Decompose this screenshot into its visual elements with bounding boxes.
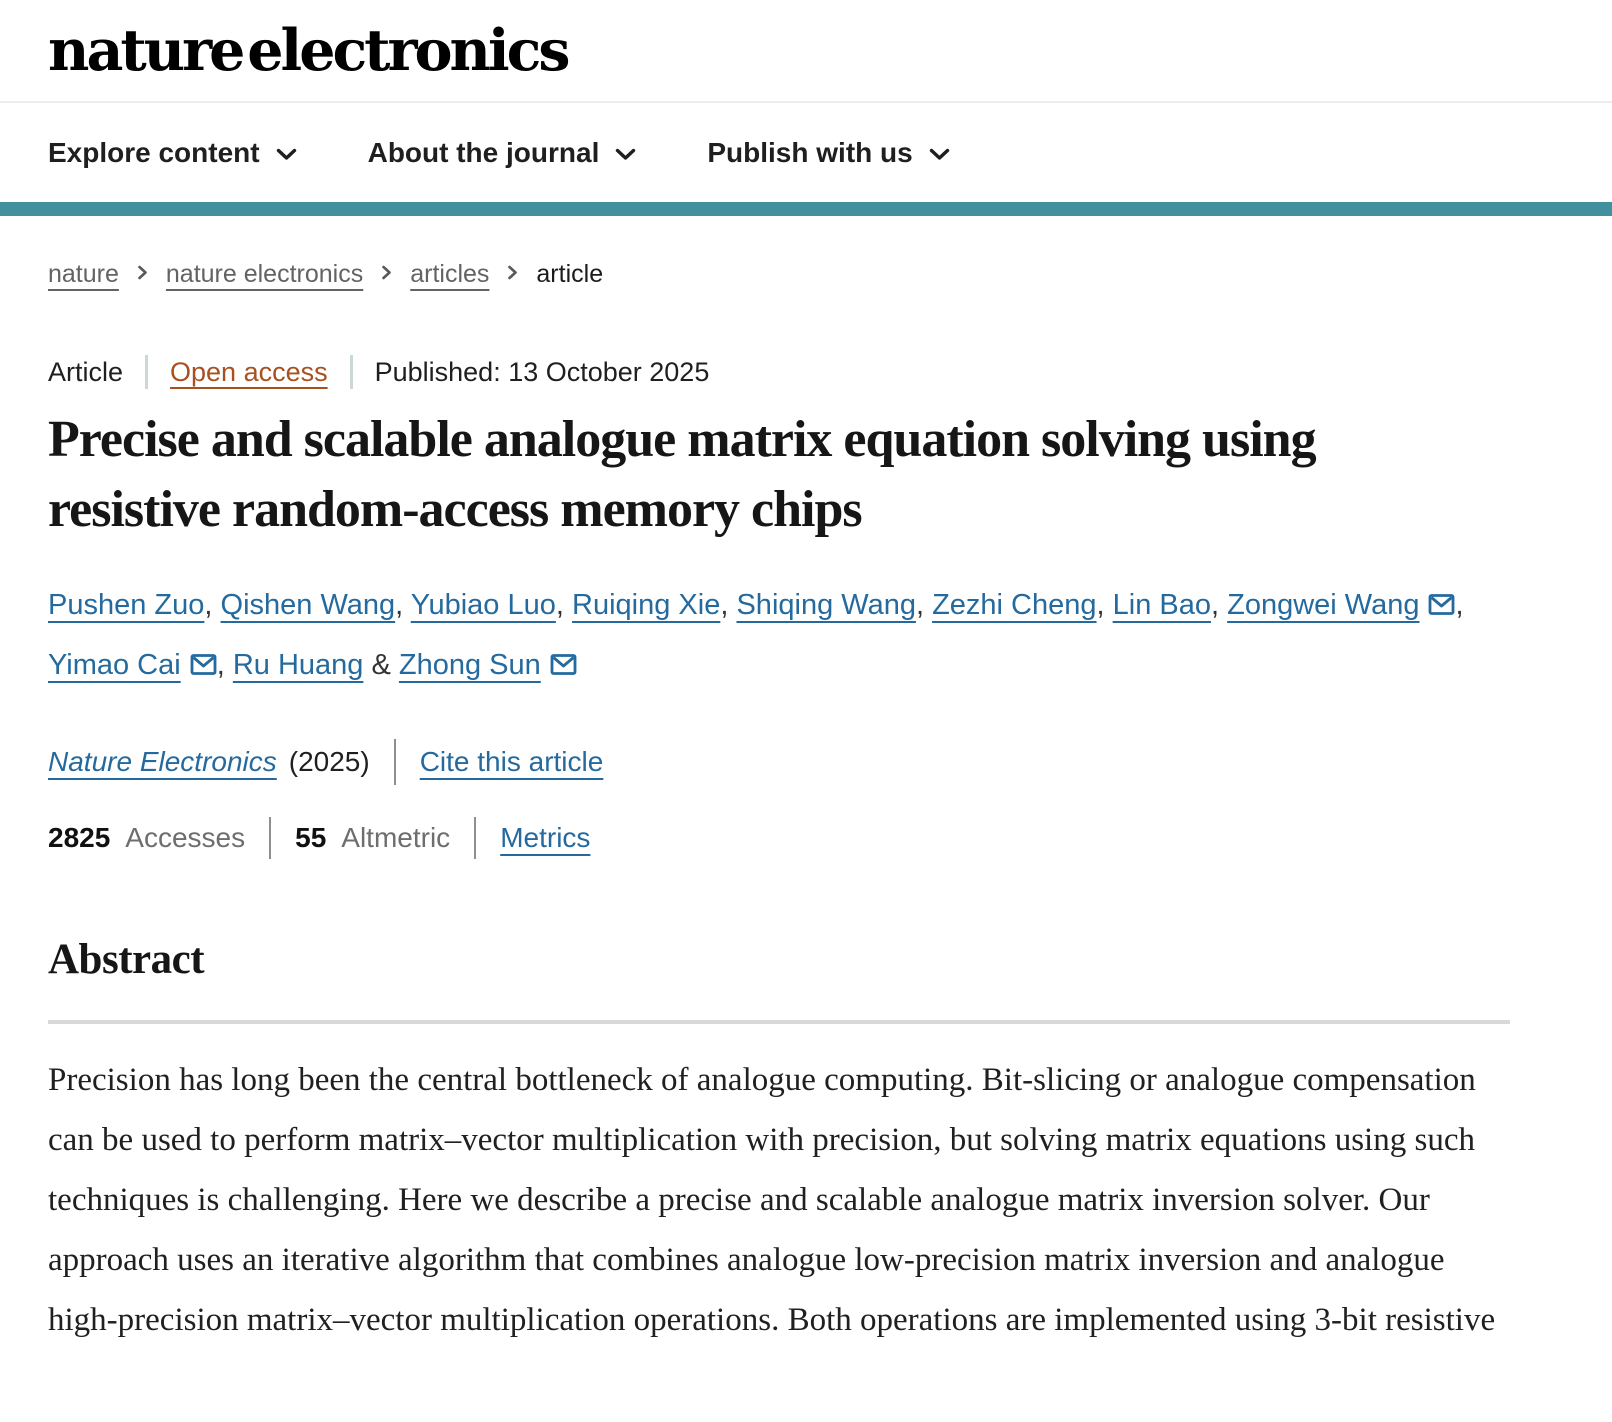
metrics-link[interactable]: Metrics (500, 822, 591, 853)
altmetric-label: Altmetric (341, 822, 451, 853)
author-separator: & (363, 649, 399, 681)
abstract-heading: Abstract (48, 936, 205, 983)
author-group: Zezhi Cheng, (932, 589, 1113, 621)
chevron-right-icon (380, 260, 393, 289)
accesses-count: 2825 (48, 822, 111, 853)
main-nav: Explore content About the journal Publis… (0, 103, 1612, 202)
abstract-divider (48, 1020, 1510, 1024)
author-link-zongwei-wang[interactable]: Zongwei Wang (1227, 589, 1420, 621)
article-type-label: Article (48, 356, 124, 387)
nature-electronics-logo[interactable]: nature electronics (48, 17, 570, 84)
divider (349, 355, 353, 389)
author-group: Shiqing Wang, (736, 589, 932, 621)
author-separator: , (1096, 589, 1113, 621)
nav-item-label: About the journal (367, 136, 600, 168)
author-separator: , (555, 589, 573, 621)
abstract-section: Abstract Precision has long been the cen… (48, 935, 1510, 1350)
breadcrumb-current-article: article (536, 260, 604, 288)
author-separator: , (1455, 589, 1464, 621)
open-access-link[interactable]: Open access (170, 356, 328, 387)
published-date: Published: 13 October 2025 (374, 356, 710, 387)
nav-item-about-the-journal[interactable]: About the journal (368, 137, 638, 169)
author-group: Yubiao Luo, (411, 589, 572, 621)
nav-item-label: Explore content (48, 136, 260, 168)
journal-year: (2025) (288, 746, 370, 777)
brand-accent-bar (0, 202, 1612, 216)
metrics-row: 2825 Accesses 55 Altmetric Metrics (48, 817, 1510, 859)
author-separator: , (720, 589, 737, 621)
chevron-down-icon (928, 143, 951, 162)
author-group: Lin Bao, (1113, 589, 1227, 621)
header: nature electronics (0, 0, 1612, 103)
author-group: Qishen Wang, (221, 589, 411, 621)
author-separator: , (216, 649, 233, 681)
divider (145, 355, 149, 389)
author-group: Pushen Zuo, (48, 589, 221, 621)
email-icon[interactable] (550, 649, 577, 681)
email-icon[interactable] (1428, 589, 1455, 621)
nav-item-explore-content[interactable]: Explore content (48, 137, 298, 169)
authors-list: Pushen Zuo, Qishen Wang, Yubiao Luo, Rui… (48, 575, 1510, 695)
author-separator: , (1211, 589, 1228, 621)
journal-link[interactable]: Nature Electronics (48, 746, 277, 777)
chevron-down-icon (275, 143, 298, 162)
author-group: Yimao Cai, (48, 649, 233, 681)
author-link-shiqing-wang[interactable]: Shiqing Wang (736, 589, 916, 621)
author-link-qishen-wang[interactable]: Qishen Wang (220, 589, 396, 621)
nav-item-publish-with-us[interactable]: Publish with us (707, 137, 950, 169)
divider (393, 739, 396, 785)
author-group: Zongwei Wang, (1227, 589, 1463, 621)
author-separator: , (204, 589, 221, 621)
breadcrumb-link-nature[interactable]: nature (48, 260, 119, 288)
author-link-pushen-zuo[interactable]: Pushen Zuo (48, 589, 205, 621)
article-meta-row: Article Open access Published: 13 Octobe… (48, 355, 1510, 389)
chevron-right-icon (506, 260, 519, 289)
accesses-label: Accesses (125, 822, 246, 853)
author-link-ru-huang[interactable]: Ru Huang (232, 649, 364, 681)
page-title: Precise and scalable analogue matrix equ… (48, 411, 1317, 538)
divider (474, 817, 477, 859)
author-link-ruiqing-xie[interactable]: Ruiqing Xie (572, 589, 721, 621)
abstract-text: Precision has long been the central bott… (48, 1062, 1496, 1338)
author-separator: , (395, 589, 411, 621)
nav-item-label: Publish with us (707, 136, 913, 168)
breadcrumb-link-articles[interactable]: articles (410, 260, 490, 288)
chevron-down-icon (614, 143, 637, 162)
author-group: Ruiqing Xie, (572, 589, 736, 621)
cite-this-article-link[interactable]: Cite this article (419, 746, 604, 777)
citation-row: Nature Electronics (2025) Cite this arti… (48, 739, 1510, 785)
author-link-zezhi-cheng[interactable]: Zezhi Cheng (932, 589, 1097, 621)
main-content: nature nature electronics articles artic… (48, 260, 1510, 1350)
author-link-yubiao-luo[interactable]: Yubiao Luo (410, 589, 556, 621)
author-link-lin-bao[interactable]: Lin Bao (1112, 589, 1211, 621)
author-group: Ru Huang & (233, 649, 399, 681)
divider (269, 817, 272, 859)
author-link-zhong-sun[interactable]: Zhong Sun (398, 649, 541, 681)
author-separator: , (915, 589, 933, 621)
author-group: Zhong Sun (399, 649, 577, 681)
breadcrumb-link-nature-electronics[interactable]: nature electronics (165, 260, 364, 288)
breadcrumb: nature nature electronics articles artic… (48, 260, 1510, 289)
altmetric-count: 55 (295, 822, 327, 853)
author-link-yimao-cai[interactable]: Yimao Cai (48, 649, 181, 681)
email-icon[interactable] (190, 649, 217, 681)
chevron-right-icon (136, 260, 149, 289)
